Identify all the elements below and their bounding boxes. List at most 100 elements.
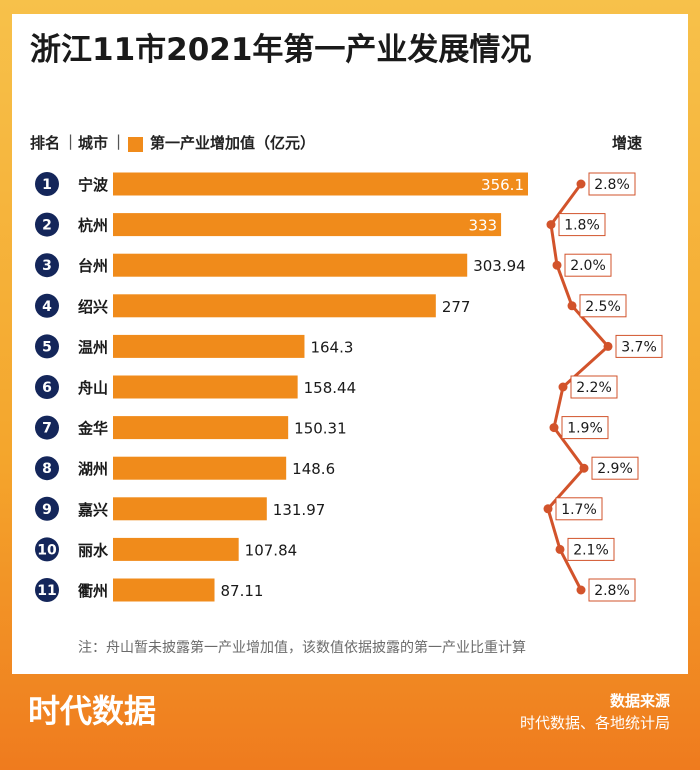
rank-column-header: 排名 [30, 134, 61, 152]
bar [113, 537, 239, 561]
growth-point [555, 544, 565, 554]
growth-label-box [564, 253, 612, 277]
growth-label-box [558, 213, 606, 237]
growth-label: 2.1% [573, 542, 609, 558]
growth-label: 2.2% [576, 380, 612, 396]
rank-label: 6 [42, 380, 52, 396]
value-label: 107.84 [245, 541, 298, 559]
legend-swatch [128, 137, 143, 152]
city-label: 金华 [77, 420, 108, 438]
bar [113, 578, 215, 602]
value-label: 164.3 [310, 338, 353, 356]
value-label: 150.31 [294, 420, 347, 438]
bar [113, 334, 305, 358]
growth-label-box [555, 497, 603, 521]
growth-label-box [615, 334, 663, 358]
logo-text: 时代数据 [28, 692, 156, 730]
city-label: 衢州 [78, 582, 108, 600]
growth-point [552, 260, 562, 270]
rank-label: 4 [42, 299, 52, 315]
city-label: 宁波 [78, 176, 109, 194]
city-label: 嘉兴 [77, 501, 108, 519]
page-title: 浙江11市2021年第一产业发展情况 [30, 32, 532, 68]
value-label: 87.11 [221, 582, 264, 600]
growth-point [567, 301, 577, 311]
rank-label: 8 [42, 461, 52, 477]
brand-logo: 时代数据 [28, 692, 156, 730]
value-label: 131.97 [273, 501, 326, 519]
growth-label: 3.7% [621, 339, 657, 355]
city-label: 台州 [78, 257, 108, 275]
value-label: 148.6 [292, 460, 335, 478]
city-label: 丽水 [78, 541, 109, 559]
growth-point [576, 585, 586, 595]
growth-label-box [570, 375, 618, 399]
city-label: 温州 [78, 338, 108, 356]
growth-point [546, 220, 556, 230]
source-text: 时代数据、各地统计局 [519, 714, 670, 732]
rank-circle [35, 496, 59, 521]
growth-label: 2.5% [585, 299, 621, 315]
growth-label: 2.0% [570, 258, 606, 274]
growth-label-box [588, 578, 636, 602]
value-label: 303.94 [473, 257, 526, 275]
growth-label-box [567, 537, 615, 561]
rank-circle [35, 212, 59, 237]
rank-circle [35, 415, 59, 440]
growth-label: 2.8% [594, 177, 630, 193]
value-label: 333 [468, 217, 497, 235]
rank-circle [35, 456, 59, 481]
rank-label: 10 [37, 542, 57, 558]
growth-label: 2.9% [597, 461, 633, 477]
city-label: 湖州 [78, 460, 108, 478]
bar [113, 375, 298, 399]
growth-point [543, 504, 553, 514]
rank-label: 11 [37, 583, 56, 599]
bar [113, 294, 436, 318]
growth-point [603, 341, 613, 351]
growth-label-box [591, 456, 639, 480]
header-separator: | [116, 132, 122, 150]
bar [113, 416, 289, 440]
city-column-header: 城市 [78, 134, 109, 152]
growth-point [558, 382, 568, 392]
growth-label: 1.8% [564, 218, 600, 234]
rank-label: 7 [42, 421, 52, 437]
rank-circle [35, 578, 59, 602]
bar [113, 213, 502, 237]
value-label: 158.44 [304, 379, 357, 397]
city-label: 杭州 [78, 217, 108, 235]
growth-point [549, 423, 559, 433]
growth-label: 1.9% [567, 421, 603, 437]
value-label: 356.1 [481, 176, 524, 194]
bar [113, 456, 287, 480]
growth-point [579, 463, 589, 473]
rank-circle [35, 334, 59, 359]
legend-label: 第一产业增加值（亿元） [150, 134, 316, 152]
rank-circle [35, 253, 59, 278]
rank-label: 1 [42, 177, 52, 193]
growth-label-box [579, 294, 627, 318]
growth-label: 1.7% [561, 502, 597, 518]
city-label: 舟山 [78, 379, 108, 397]
rank-circle [35, 537, 59, 562]
rank-circle [35, 375, 59, 399]
bar [113, 253, 468, 277]
growth-label-box [588, 172, 636, 196]
growth-label-box [561, 416, 609, 440]
value-label: 277 [442, 298, 471, 316]
growth-column-header: 增速 [612, 134, 643, 152]
footnote: 注：舟山暂未披露第一产业增加值，该数值依据披露的第一产业比重计算 [78, 640, 526, 656]
rank-label: 3 [42, 258, 52, 274]
rank-label: 2 [42, 218, 52, 234]
rank-circle [35, 293, 59, 318]
rank-circle [35, 172, 59, 196]
rank-label: 9 [42, 502, 52, 518]
bar [113, 497, 267, 521]
rank-label: 5 [42, 339, 52, 355]
header-separator: | [68, 132, 74, 150]
growth-point [576, 179, 586, 189]
city-label: 绍兴 [78, 298, 108, 316]
growth-label: 2.8% [594, 583, 630, 599]
